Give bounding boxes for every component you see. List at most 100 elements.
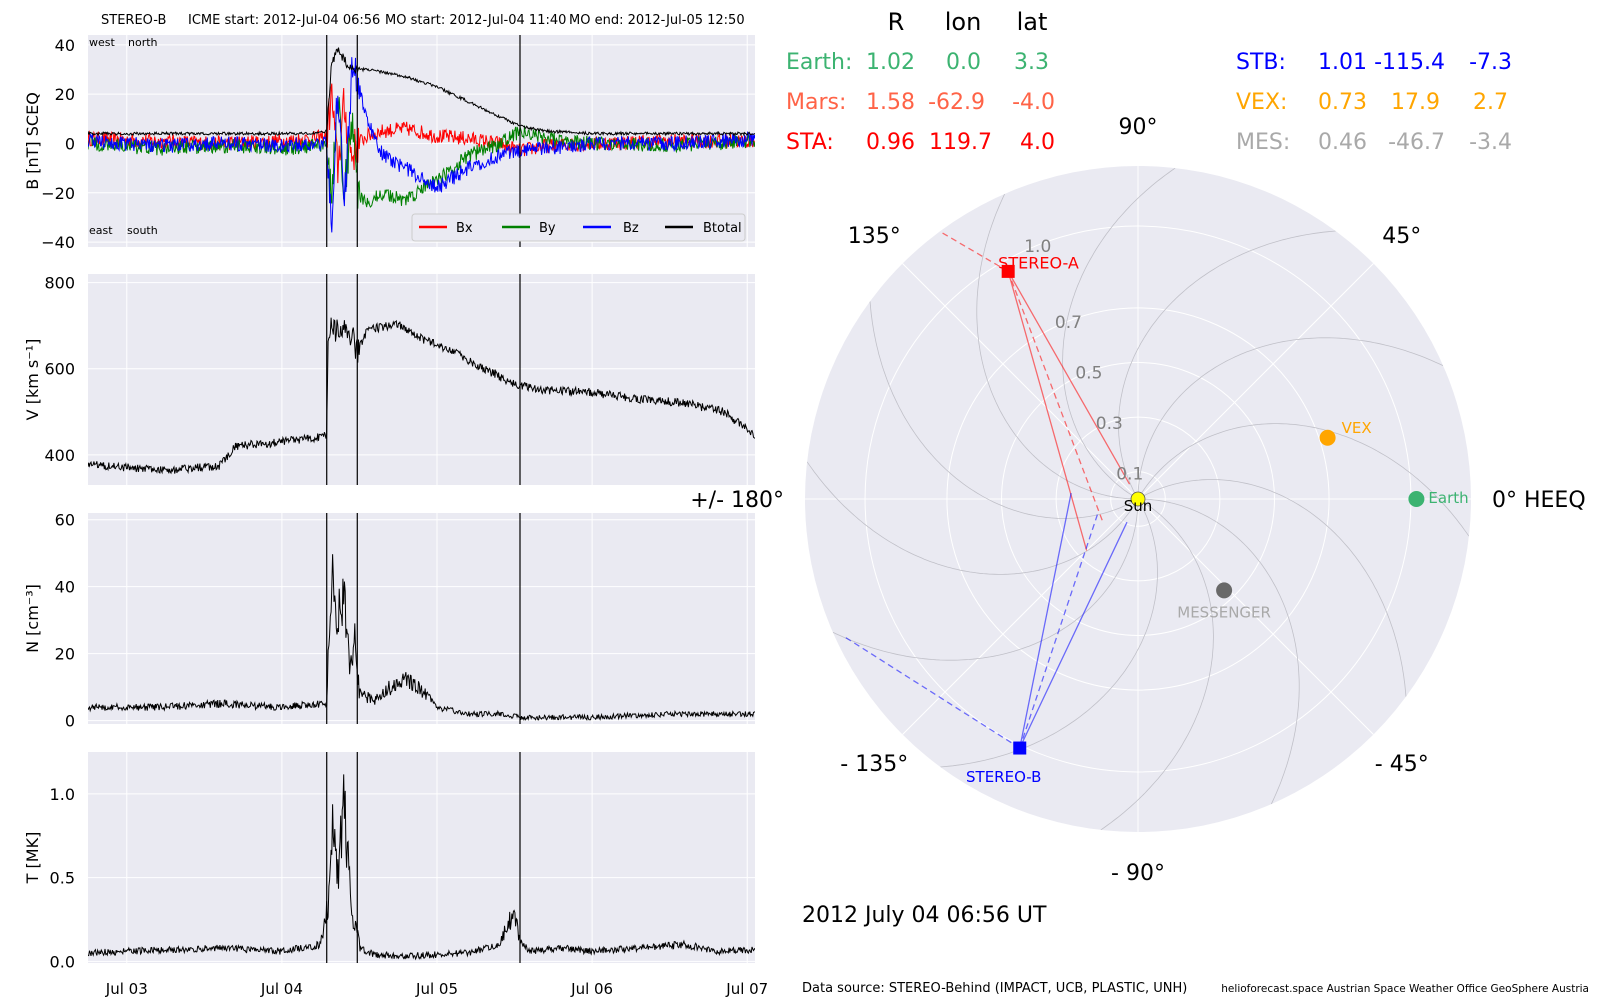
table-cell: MES: — [1236, 130, 1290, 155]
sun-marker — [1130, 491, 1146, 507]
series-line-bz — [88, 57, 755, 233]
y-tick-label: 40 — [55, 578, 75, 597]
parker-spirals — [806, 167, 1470, 831]
parker-spiral — [806, 461, 1139, 575]
sun-label: Sun — [1124, 497, 1153, 515]
table-cell: 3.3 — [1014, 50, 1049, 75]
header-mo-start: MO start: 2012-Jul-04 11:40 — [385, 13, 566, 28]
angle-label: - 135° — [840, 752, 908, 777]
table-cell: -115.4 — [1374, 50, 1445, 75]
header-icme-start: ICME start: 2012-Jul-04 06:56 — [188, 13, 380, 28]
table-cell: Mars: — [786, 90, 846, 115]
table-cell: -46.7 — [1388, 130, 1445, 155]
y-tick-label: −20 — [41, 184, 75, 203]
table-row-mars: Mars: 1.58 -62.9 -4.0 — [786, 90, 1055, 115]
header-spacecraft: STEREO-B — [101, 13, 166, 28]
y-tick-label: 20 — [55, 85, 75, 104]
table-cell: STB: — [1236, 50, 1286, 75]
parker-spiral — [976, 193, 1138, 500]
table-cell: 0.96 — [866, 130, 915, 155]
table-header-lat: lat — [1017, 8, 1048, 36]
position-table: R lon lat Earth: 1.02 0.0 3.3 Mars: 1.58… — [786, 8, 1512, 155]
date-label: 2012 July 04 06:56 UT — [802, 903, 1047, 928]
footer-credits: helioforecast.space Austrian Space Weath… — [1221, 983, 1589, 995]
x-tick-label: Jul 03 — [105, 980, 148, 998]
parker-spiral — [1137, 423, 1470, 537]
table-cell: VEX: — [1236, 90, 1287, 115]
parker-spiral — [1100, 498, 1214, 831]
angle-label: - 90° — [1111, 861, 1165, 886]
stereo-b-label: STEREO-B — [966, 768, 1041, 786]
parker-spiral — [1138, 498, 1300, 805]
radial-tick-label: 0.5 — [1075, 363, 1102, 383]
sta-fov-edge — [1007, 271, 1088, 551]
stereo-a-marker — [1001, 264, 1015, 278]
y-tick-label: 600 — [44, 360, 75, 379]
table-cell: 0.46 — [1318, 130, 1367, 155]
y-axis-label: B [nT] SCEQ — [23, 92, 42, 190]
stb-fov-back — [842, 634, 1021, 749]
x-tick-label: Jul 06 — [570, 980, 613, 998]
y-tick-label: 400 — [44, 446, 75, 465]
series-line-by — [88, 97, 755, 209]
table-row-sta: STA: 0.96 119.7 4.0 — [786, 130, 1055, 155]
series-line-main — [88, 317, 755, 475]
series-line-btotal — [88, 47, 755, 137]
y-axis-label: T [MK] — [23, 832, 42, 885]
panel-2: 800 600 400 V [km s⁻¹] — [23, 274, 755, 485]
y-tick-label: 1.0 — [50, 785, 75, 804]
parker-spiral — [1137, 337, 1444, 499]
table-header-lon: lon — [945, 8, 982, 36]
legend-label-bz: Bz — [623, 221, 639, 236]
radial-tick-label: 0.3 — [1096, 414, 1123, 434]
y-tick-label: 40 — [55, 36, 75, 55]
table-row-earth: Earth: 1.02 0.0 3.3 — [786, 50, 1049, 75]
b-panel-annotations: west north east south — [89, 36, 158, 237]
table-cell: 1.58 — [866, 90, 915, 115]
y-tick-label: 0.5 — [50, 869, 75, 888]
table-cell: Earth: — [786, 50, 852, 75]
annotation-east: east — [89, 224, 113, 237]
table-cell: STA: — [786, 130, 834, 155]
b-legend: Bx By Bz Btotal — [411, 213, 746, 242]
polar-plot: 0.1 0.3 0.5 0.7 1.0 90° 45° 0° HEEQ - 45° - 90° - … — [690, 115, 1585, 886]
radial-tick-label: 0.7 — [1055, 313, 1082, 333]
angle-label: 45° — [1382, 224, 1421, 249]
vex-label: VEX — [1342, 419, 1372, 437]
parker-spiral — [1118, 230, 1336, 500]
table-cell: 119.7 — [929, 130, 992, 155]
panel-3: 60 40 20 0 N [cm⁻³] — [23, 511, 755, 731]
table-row-mes: MES: 0.46 -46.7 -3.4 — [1236, 130, 1512, 155]
sta-sun-line — [1007, 271, 1131, 485]
y-tick-label: 0 — [65, 134, 75, 153]
angle-label: - 45° — [1375, 752, 1429, 777]
y-tick-label: 20 — [55, 645, 75, 664]
stb-sun-line — [1019, 521, 1128, 749]
table-cell: 1.02 — [866, 50, 915, 75]
angle-label: +/- 180° — [690, 488, 784, 513]
angle-label: 0° HEEQ — [1492, 488, 1586, 513]
messenger-label: MESSENGER — [1177, 603, 1271, 621]
stb-fov-edge — [1019, 493, 1072, 749]
x-tick-label: Jul 04 — [260, 980, 303, 998]
x-tick-label: Jul 07 — [725, 980, 768, 998]
y-tick-label: 0.0 — [50, 952, 75, 971]
stb-fov-center — [1019, 510, 1100, 749]
legend-label-btotal: Btotal — [703, 221, 742, 236]
parker-spiral — [869, 301, 1139, 519]
stereo-a-label: STEREO-A — [998, 253, 1079, 272]
series-line-main — [88, 774, 755, 961]
y-tick-label: −40 — [41, 233, 75, 252]
legend-label-by: By — [539, 221, 556, 236]
angle-label: 135° — [848, 224, 901, 249]
parker-spiral — [1137, 479, 1407, 697]
table-row-stb: STB: 1.01 -115.4 -7.3 — [1236, 50, 1512, 75]
panel-4: Jul 03 Jul 04 Jul 05 Jul 06 Jul 07 1.0 0.5 0.0 T… — [23, 752, 768, 998]
sta-fov-center — [1007, 271, 1105, 525]
angle-label: 90° — [1119, 115, 1158, 140]
table-cell: -3.4 — [1469, 130, 1512, 155]
y-axis-label: N [cm⁻³] — [23, 584, 42, 653]
vex-marker — [1319, 429, 1336, 446]
table-cell: -62.9 — [928, 90, 985, 115]
